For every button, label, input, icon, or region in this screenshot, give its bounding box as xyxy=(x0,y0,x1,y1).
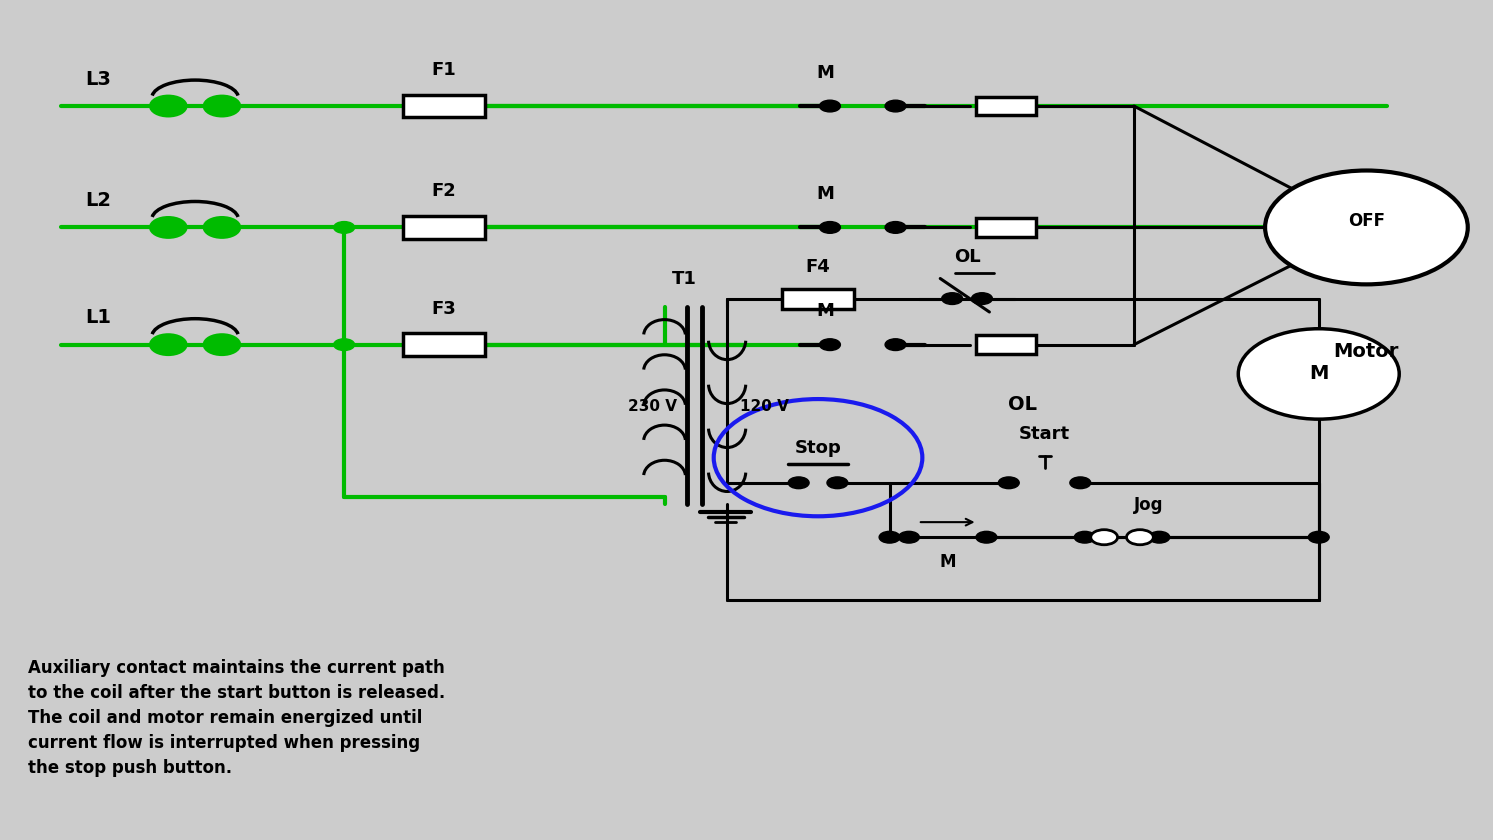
Bar xyxy=(782,289,854,308)
Text: Jog: Jog xyxy=(1135,496,1163,514)
Circle shape xyxy=(1238,328,1399,419)
Bar xyxy=(976,335,1036,354)
Circle shape xyxy=(827,477,848,489)
Circle shape xyxy=(820,222,841,234)
Text: 120 V: 120 V xyxy=(741,399,788,414)
Text: OL: OL xyxy=(954,248,981,265)
Text: L1: L1 xyxy=(85,308,112,328)
Circle shape xyxy=(788,477,809,489)
Text: Auxiliary contact maintains the current path
to the coil after the start button : Auxiliary contact maintains the current … xyxy=(28,659,445,777)
Text: L2: L2 xyxy=(85,192,112,210)
Text: Start: Start xyxy=(1020,425,1070,444)
Circle shape xyxy=(1127,530,1153,545)
Circle shape xyxy=(1308,532,1329,543)
Circle shape xyxy=(899,532,920,543)
Circle shape xyxy=(334,339,354,350)
Circle shape xyxy=(1091,530,1118,545)
Text: M: M xyxy=(939,554,956,571)
Circle shape xyxy=(1070,477,1091,489)
Bar xyxy=(976,218,1036,237)
Bar xyxy=(403,216,485,239)
Bar xyxy=(403,95,485,118)
Circle shape xyxy=(205,218,240,238)
Text: F1: F1 xyxy=(431,61,457,79)
Circle shape xyxy=(1148,532,1169,543)
Text: F4: F4 xyxy=(806,258,830,276)
Text: Motor: Motor xyxy=(1333,342,1399,361)
Text: 230 V: 230 V xyxy=(629,399,678,414)
Text: T1: T1 xyxy=(672,270,696,288)
Circle shape xyxy=(885,100,906,112)
Circle shape xyxy=(1075,532,1096,543)
Bar xyxy=(976,97,1036,115)
Text: OL: OL xyxy=(1008,396,1036,414)
Text: M: M xyxy=(817,302,835,320)
Circle shape xyxy=(151,218,187,238)
Circle shape xyxy=(999,477,1020,489)
Circle shape xyxy=(820,100,841,112)
Circle shape xyxy=(334,222,354,234)
Text: L3: L3 xyxy=(85,70,110,89)
Circle shape xyxy=(205,334,240,354)
Text: F3: F3 xyxy=(431,300,457,318)
Circle shape xyxy=(885,222,906,234)
Circle shape xyxy=(205,96,240,116)
Text: M: M xyxy=(817,185,835,203)
Circle shape xyxy=(976,532,997,543)
Circle shape xyxy=(972,293,993,304)
Circle shape xyxy=(820,339,841,350)
Text: F2: F2 xyxy=(431,182,457,201)
Circle shape xyxy=(151,334,187,354)
Circle shape xyxy=(151,96,187,116)
Bar xyxy=(403,333,485,356)
Circle shape xyxy=(942,293,963,304)
Circle shape xyxy=(885,339,906,350)
Text: M: M xyxy=(1309,365,1329,383)
Text: Stop: Stop xyxy=(794,438,842,457)
Text: M: M xyxy=(817,64,835,81)
Circle shape xyxy=(1265,171,1468,285)
Circle shape xyxy=(879,532,900,543)
Text: OFF: OFF xyxy=(1348,212,1386,230)
